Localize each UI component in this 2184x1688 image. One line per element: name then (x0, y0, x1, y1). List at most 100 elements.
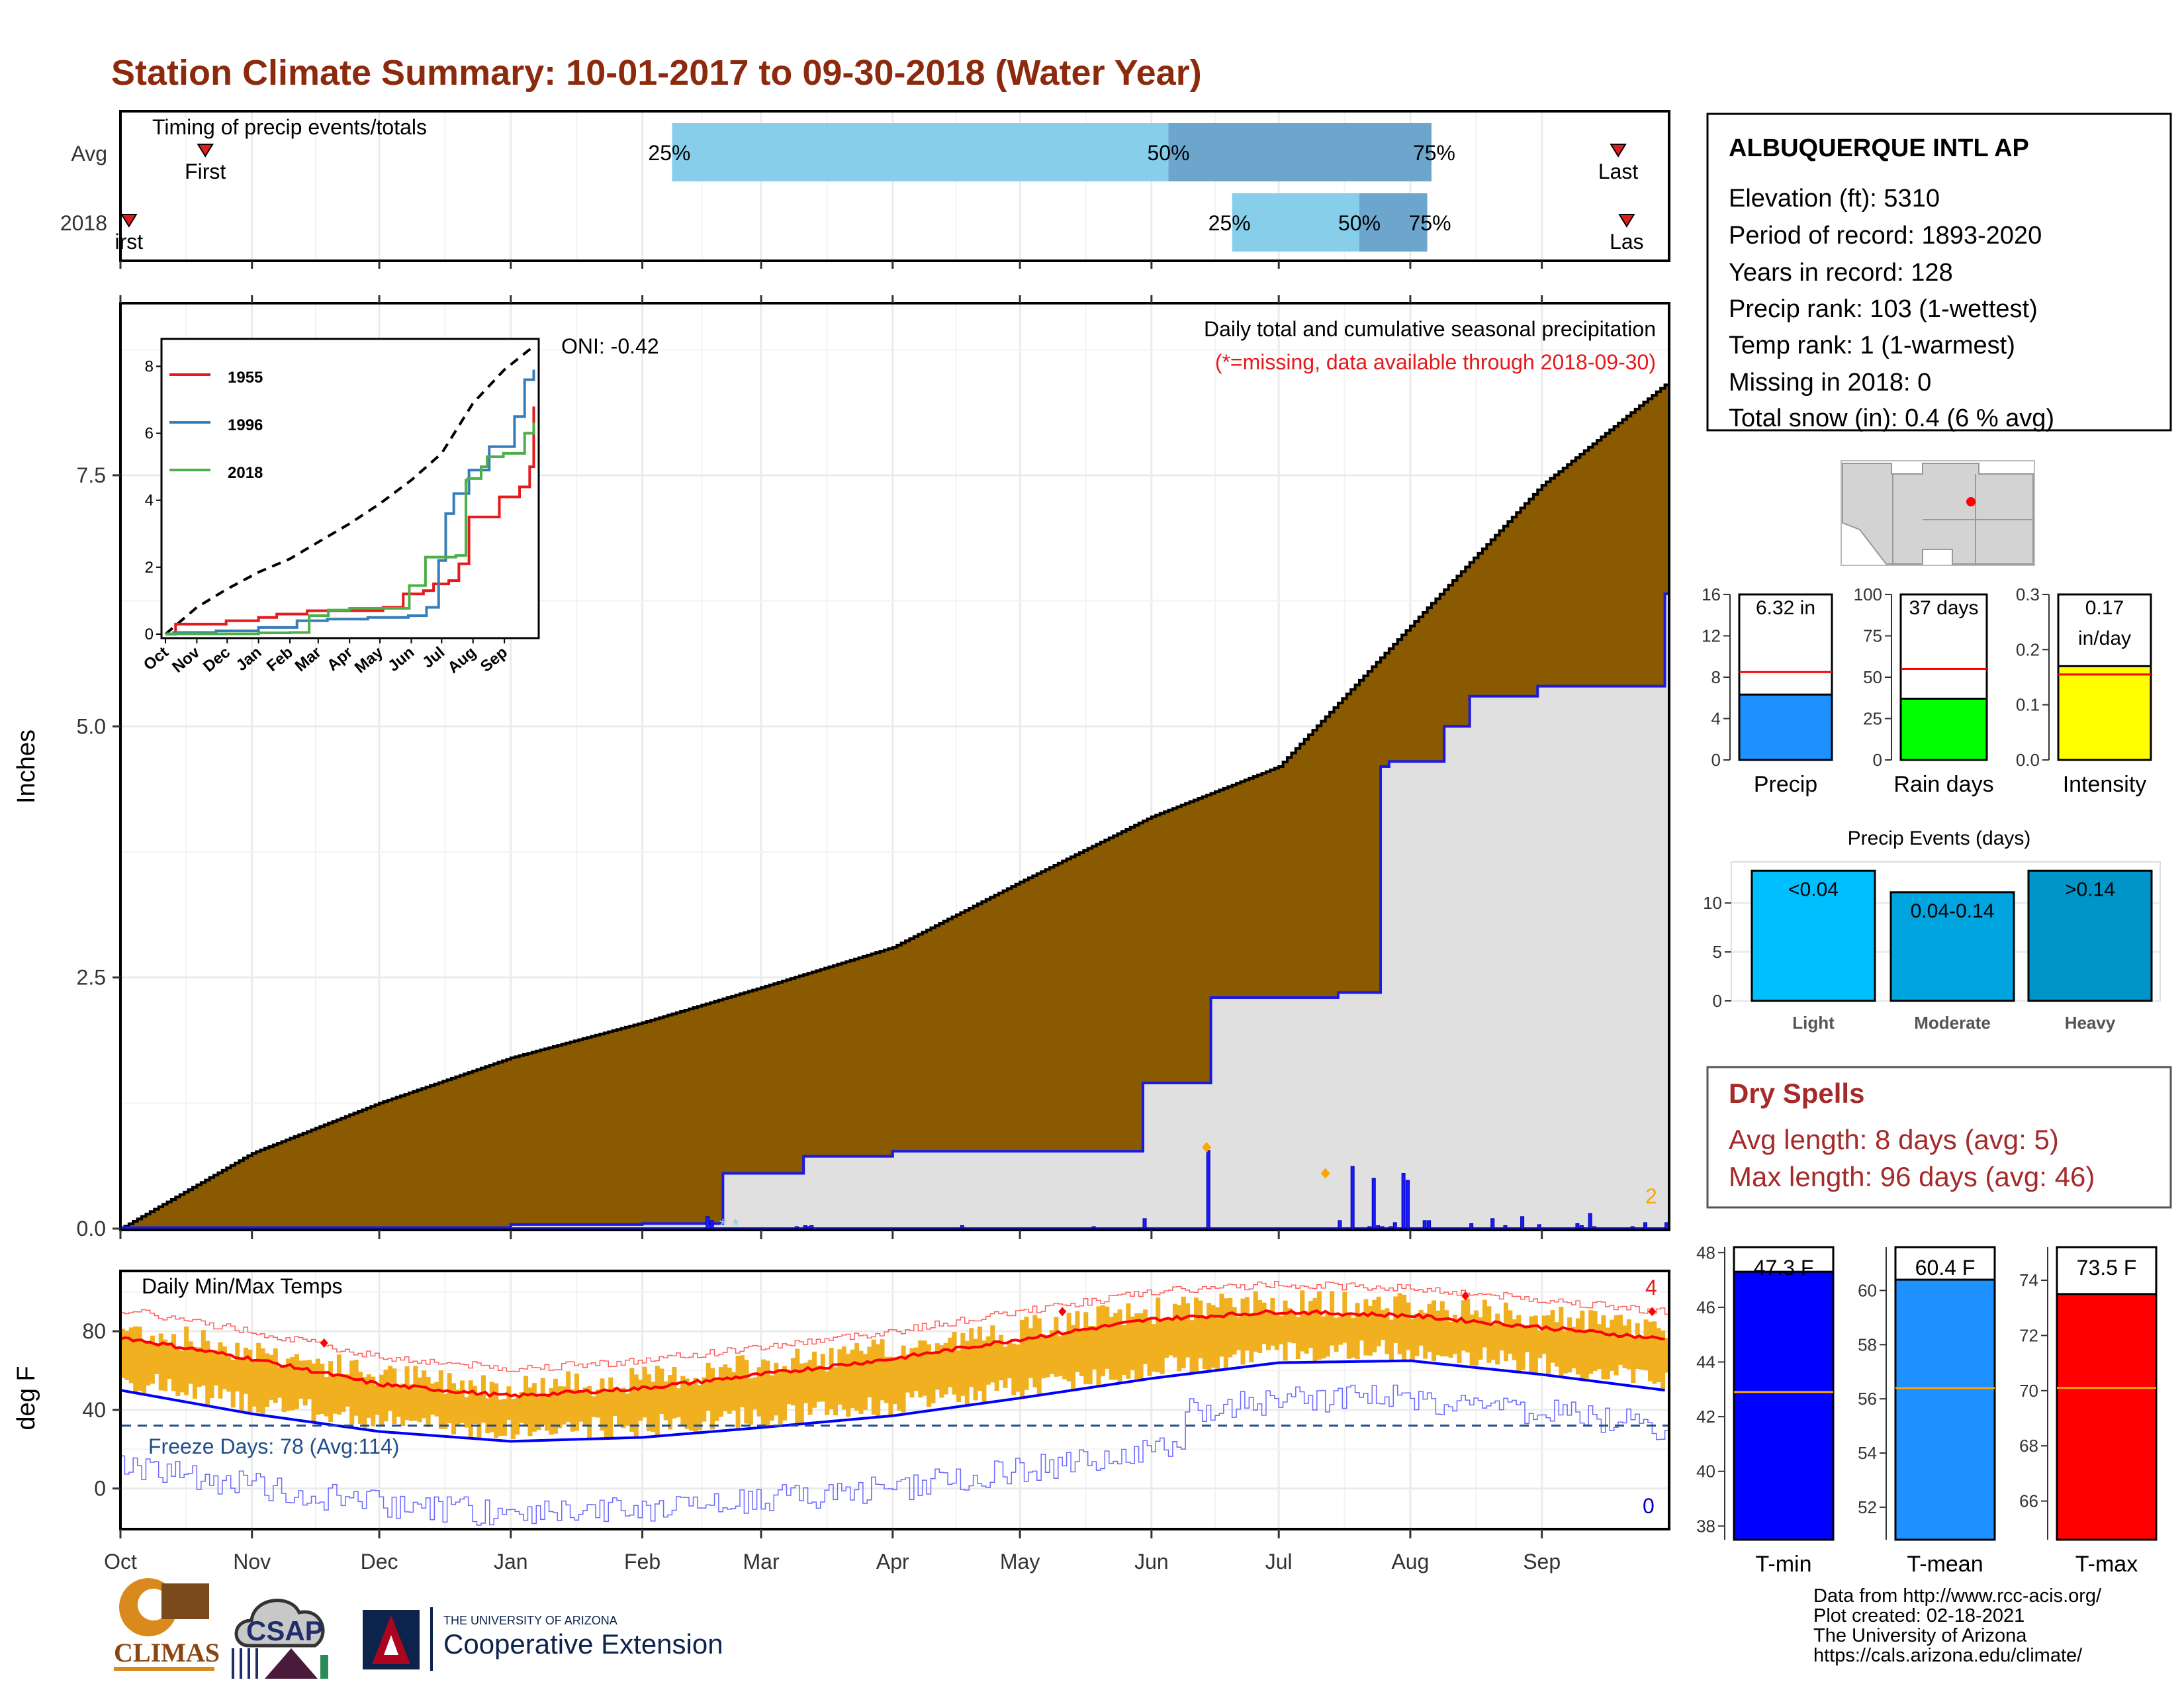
daily-temp-bar (1168, 1318, 1173, 1356)
daily-temp-bar (1516, 1315, 1522, 1371)
daily-temp-bar (790, 1358, 796, 1406)
y-tick-label: 2.5 (77, 966, 106, 990)
daily-temp-bar (226, 1356, 232, 1392)
inset-y-label: 6 (145, 425, 154, 443)
temp-mini-tick-label: 74 (2019, 1270, 2038, 1290)
daily-temp-bar (1287, 1308, 1293, 1342)
daily-precip-bar (1401, 1173, 1406, 1229)
daily-temp-bar (1130, 1316, 1135, 1370)
daily-temp-bar (731, 1372, 737, 1411)
daily-temp-bar (510, 1399, 516, 1440)
daily-precip-bar (1367, 1226, 1372, 1229)
snow-marker: * (719, 1215, 727, 1235)
daily-temp-bar (222, 1346, 227, 1389)
station-line-0: Elevation (ft): 5310 (1729, 185, 1940, 212)
csap-logo: CSAP (232, 1599, 328, 1679)
daily-precip-bar (960, 1225, 964, 1229)
daily-temp-bar (591, 1396, 596, 1417)
daily-temp-bar (1007, 1340, 1012, 1379)
daily-precip-bar (1469, 1223, 1474, 1229)
daily-temp-bar (557, 1386, 563, 1429)
daily-temp-bar (1495, 1313, 1500, 1365)
daily-temp-bar (1316, 1291, 1322, 1360)
daily-temp-bar (905, 1354, 911, 1393)
daily-temp-bar (689, 1383, 694, 1431)
station-line-4: Temp rank: 1 (1-warmest) (1729, 332, 2015, 359)
daily-temp-bar (1020, 1319, 1025, 1399)
daily-temp-bar (320, 1364, 325, 1414)
daily-temp-bar (545, 1396, 550, 1431)
daily-temp-bar (1147, 1317, 1152, 1376)
daily-temp-bar (387, 1366, 392, 1411)
daily-precip-bar (1643, 1222, 1648, 1229)
daily-temp-bar (1575, 1318, 1580, 1375)
daily-precip-bar (1592, 1226, 1597, 1229)
daily-temp-bar (1334, 1317, 1339, 1352)
daily-temp-bar (1597, 1324, 1602, 1370)
mini-category-label: Rain days (1893, 772, 1993, 797)
daily-temp-bar (697, 1385, 702, 1430)
daily-temp-bar (574, 1373, 579, 1431)
daily-temp-bar (625, 1393, 630, 1426)
daily-temp-bar (820, 1354, 825, 1402)
temp-mini-tick-label: 60 (1858, 1280, 1877, 1300)
first-marker (197, 144, 214, 158)
daily-temp-bar (519, 1392, 524, 1423)
month-label: May (1000, 1550, 1040, 1573)
daily-temp-bar (1312, 1297, 1318, 1362)
daily-temp-bar (1605, 1327, 1610, 1380)
daily-precip-bar (809, 1225, 814, 1229)
inset-y-label: 2 (145, 559, 154, 577)
daily-temp-bar (1270, 1297, 1275, 1346)
daily-temp-bar (1283, 1300, 1288, 1361)
month-label: Jul (1265, 1550, 1293, 1573)
month-label: Jan (494, 1550, 528, 1573)
daily-temp-bar (1385, 1308, 1390, 1354)
daily-temp-bar (1563, 1330, 1568, 1374)
daily-temp-bar (1444, 1310, 1449, 1356)
daily-temp-bar (209, 1350, 214, 1399)
month-label: Dec (361, 1550, 398, 1573)
daily-temp-bar (1397, 1293, 1402, 1354)
daily-temp-bar (1478, 1317, 1483, 1360)
daily-temp-bar (939, 1345, 944, 1398)
daily-temp-bar (345, 1374, 350, 1407)
daily-temp-bar (527, 1387, 533, 1436)
daily-temp-bar (404, 1366, 410, 1421)
daily-temp-bar (1202, 1317, 1207, 1370)
daily-precip-bar (794, 1226, 799, 1229)
daily-temp-bar (150, 1335, 155, 1384)
daily-temp-bar (1490, 1325, 1496, 1360)
daily-temp-bar (489, 1382, 494, 1432)
daily-temp-bar (990, 1325, 995, 1383)
daily-temp-bar (561, 1386, 567, 1425)
daily-temp-bar (1402, 1294, 1407, 1362)
daily-temp-bar (1363, 1299, 1369, 1356)
daily-temp-bar (1525, 1327, 1530, 1352)
mini-value-bar (1738, 693, 1833, 761)
daily-temp-bar (1041, 1334, 1046, 1379)
daily-temp-bar (663, 1381, 668, 1421)
precip-panel: * * 0.0 2.5 5.0 7.5 Daily total and cumulati… (13, 302, 1670, 1241)
daily-temp-bar (587, 1386, 592, 1438)
daily-temp-bar (642, 1366, 647, 1418)
daily-temp-bar (1614, 1315, 1619, 1376)
timing-p50-label: 50% (1147, 141, 1189, 165)
mini-tick-label: 0.0 (2016, 750, 2040, 770)
daily-temp-bar (1325, 1313, 1330, 1357)
temp-y-label: 40 (82, 1398, 106, 1422)
daily-temp-bar (969, 1328, 974, 1387)
daily-temp-bar (179, 1350, 185, 1393)
daily-temp-bar (795, 1348, 800, 1424)
daily-temp-bar (1469, 1314, 1475, 1366)
daily-temp-bar (1071, 1325, 1076, 1391)
daily-temp-bar (230, 1360, 236, 1408)
daily-temp-bar (1465, 1298, 1471, 1353)
daily-temp-bar (1631, 1336, 1636, 1383)
daily-temp-bar (273, 1348, 278, 1403)
daily-temp-bar (146, 1343, 151, 1386)
daily-temp-bar (638, 1380, 643, 1421)
daily-temp-bar (1134, 1313, 1140, 1380)
daily-temp-bar (1079, 1331, 1084, 1377)
